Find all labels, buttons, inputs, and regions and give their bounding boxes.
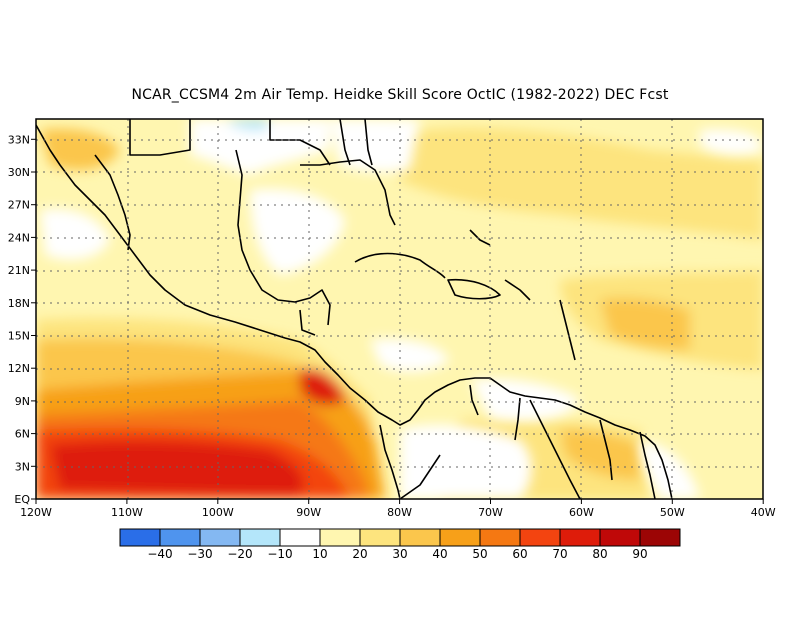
lat-label: EQ xyxy=(14,493,30,506)
lon-label: 60W xyxy=(569,506,594,519)
coastlines xyxy=(36,119,673,499)
colorbar-label: −40 xyxy=(147,547,172,561)
map-field xyxy=(36,119,763,499)
lon-label: 50W xyxy=(660,506,685,519)
lon-label: 110W xyxy=(111,506,143,519)
colorbar-label: 80 xyxy=(592,547,607,561)
lon-label: 120W xyxy=(20,506,52,519)
colorbar-swatch xyxy=(279,528,321,547)
colorbar-swatch xyxy=(199,528,241,547)
lon-label: 100W xyxy=(202,506,234,519)
longitude-labels: 120W 110W 100W 90W 80W 70W 60W 50W 40W xyxy=(20,499,776,519)
colorbar-label: 10 xyxy=(312,547,327,561)
lat-label: 15N xyxy=(8,330,30,343)
lon-label: 70W xyxy=(478,506,503,519)
colorbar-label: 20 xyxy=(352,547,367,561)
lon-label: 80W xyxy=(387,506,412,519)
lon-label: 90W xyxy=(296,506,321,519)
colorbar-label: −30 xyxy=(187,547,212,561)
colorbar-swatch xyxy=(439,528,481,547)
colorbar-label: 50 xyxy=(472,547,487,561)
colorbar-label: −10 xyxy=(267,547,292,561)
lat-label: 3N xyxy=(15,460,30,473)
colorbar-label: −20 xyxy=(227,547,252,561)
lat-label: 30N xyxy=(8,166,30,179)
colorbar-label: 30 xyxy=(392,547,407,561)
no-skill-areas xyxy=(40,119,763,499)
graticule xyxy=(36,119,763,499)
colorbar-label: 70 xyxy=(552,547,567,561)
colorbar-label: 60 xyxy=(512,547,527,561)
colorbar-swatch xyxy=(559,528,601,547)
colorbar-swatch xyxy=(399,528,441,547)
lat-label: 18N xyxy=(8,297,30,310)
lat-label: 9N xyxy=(15,395,30,408)
latitude-labels: EQ 3N 6N 9N 12N 15N 18N 21N 24N 27N 30N 33N xyxy=(8,133,36,506)
lat-label: 21N xyxy=(8,264,30,277)
colorbar-swatch xyxy=(479,528,521,547)
lat-label: 27N xyxy=(8,199,30,212)
chart-title: NCAR_CCSM4 2m Air Temp. Heidke Skill Sco… xyxy=(131,87,669,103)
colorbar-swatch xyxy=(239,528,281,547)
colorbar-labels: −40 −30 −20 −10 10 20 30 40 50 60 70 80 90 xyxy=(147,547,647,561)
lon-label: 40W xyxy=(751,506,776,519)
colorbar-swatch xyxy=(519,528,561,547)
lat-label: 6N xyxy=(15,428,30,441)
colorbar-label: 40 xyxy=(432,547,447,561)
skill-contours xyxy=(36,127,763,499)
colorbar-label: 90 xyxy=(632,547,647,561)
colorbar-swatch xyxy=(359,528,401,547)
colorbar-swatch xyxy=(319,528,361,547)
colorbar-swatch xyxy=(159,528,201,547)
colorbar xyxy=(119,528,681,547)
colorbar-swatch xyxy=(599,528,641,547)
lat-label: 24N xyxy=(8,231,30,244)
colorbar-swatch xyxy=(119,528,161,547)
lat-label: 33N xyxy=(8,133,30,146)
colorbar-swatch xyxy=(639,528,681,547)
lat-label: 12N xyxy=(8,362,30,375)
